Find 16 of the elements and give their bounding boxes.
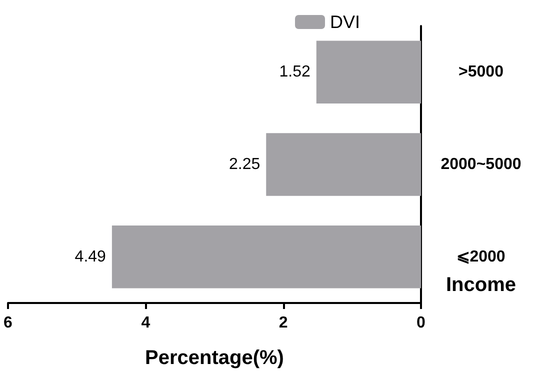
data-label: 1.52 — [279, 64, 310, 81]
bar — [266, 133, 421, 196]
y-tick-label: >5000 — [458, 64, 504, 81]
y-axis-title: Income — [446, 274, 516, 296]
x-tick-label: 0 — [416, 314, 426, 332]
x-tick-label: 2 — [278, 314, 288, 332]
x-axis-title: Percentage(%) — [145, 347, 284, 369]
data-label: 2.25 — [228, 156, 260, 173]
legend-label: DVI — [330, 12, 360, 32]
data-label: 4.49 — [74, 248, 106, 266]
x-tick-label: 4 — [141, 314, 150, 332]
y-tick-label: 2000~5000 — [440, 156, 522, 173]
y-tick-label: ⩽2000 — [456, 248, 506, 266]
bar — [112, 225, 421, 288]
bar — [316, 40, 421, 104]
x-tick-label: 6 — [4, 314, 13, 332]
